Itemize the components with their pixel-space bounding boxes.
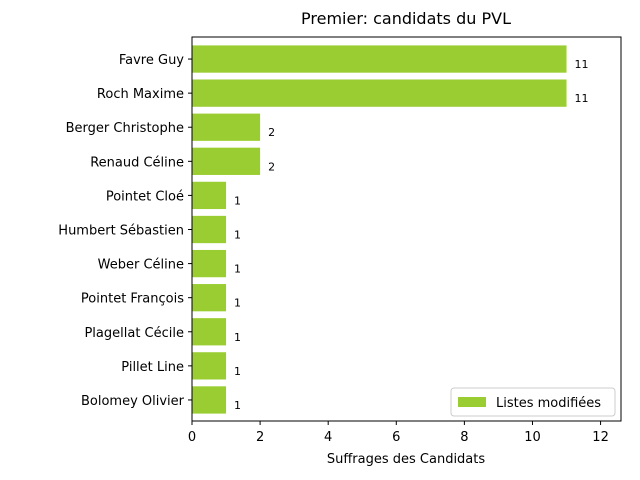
data-label: 2	[268, 126, 275, 139]
y-tick-label: Berger Christophe	[66, 121, 184, 136]
bar	[192, 181, 227, 210]
y-tick-label: Favre Guy	[119, 53, 184, 68]
y-tick-label: Pointet Cloé	[106, 189, 184, 204]
data-label: 1	[234, 263, 241, 276]
x-tick-label: 12	[592, 430, 609, 445]
y-tick-label: Pillet Line	[121, 360, 184, 375]
y-tick-label: Bolomey Olivier	[81, 394, 185, 409]
data-label: 2	[268, 160, 275, 173]
bar	[192, 386, 227, 414]
x-tick-label: 8	[460, 430, 468, 445]
chart-title: Premier: candidats du PVL	[301, 9, 511, 28]
data-label: 1	[234, 331, 241, 344]
x-tick-label: 10	[524, 430, 541, 445]
bar	[192, 215, 227, 244]
data-label: 1	[234, 399, 241, 412]
bar	[192, 352, 227, 380]
legend-box	[450, 387, 616, 417]
plot-frame	[191, 36, 622, 422]
x-tick-label: 0	[188, 430, 196, 445]
data-label: 1	[234, 194, 241, 207]
bar	[192, 45, 567, 73]
legend-swatch	[458, 397, 486, 407]
legend-label: Listes modifiées	[496, 396, 601, 411]
x-tick-label: 4	[324, 430, 332, 445]
data-label: 1	[234, 297, 241, 310]
x-ticks: 0 2 4 6 8 10 12	[188, 421, 609, 445]
bar	[192, 318, 227, 346]
x-tick-label: 6	[392, 430, 400, 445]
data-label: 11	[575, 92, 589, 105]
y-tick-labels: Favre Guy Roch Maxime Berger Christophe Ren…	[58, 53, 192, 409]
x-axis-label: Suffrages des Candidats	[327, 452, 486, 467]
y-tick-label: Renaud Céline	[90, 155, 184, 170]
bar	[192, 113, 261, 141]
bar	[192, 79, 567, 107]
y-tick-label: Roch Maxime	[97, 87, 184, 102]
data-label: 1	[234, 229, 241, 242]
bar	[192, 147, 261, 175]
data-label: 1	[234, 365, 241, 378]
y-tick-label: Humbert Sébastien	[58, 224, 184, 239]
data-label: 11	[575, 58, 589, 71]
y-tick-label: Pointet François	[81, 292, 184, 307]
bars-group	[192, 45, 567, 414]
x-tick-label: 2	[256, 430, 264, 445]
y-tick-label: Plagellat Cécile	[84, 326, 184, 341]
bar	[192, 249, 227, 278]
bar	[192, 284, 227, 312]
y-tick-label: Weber Céline	[98, 258, 184, 273]
legend: Listes modifiées	[450, 387, 616, 417]
